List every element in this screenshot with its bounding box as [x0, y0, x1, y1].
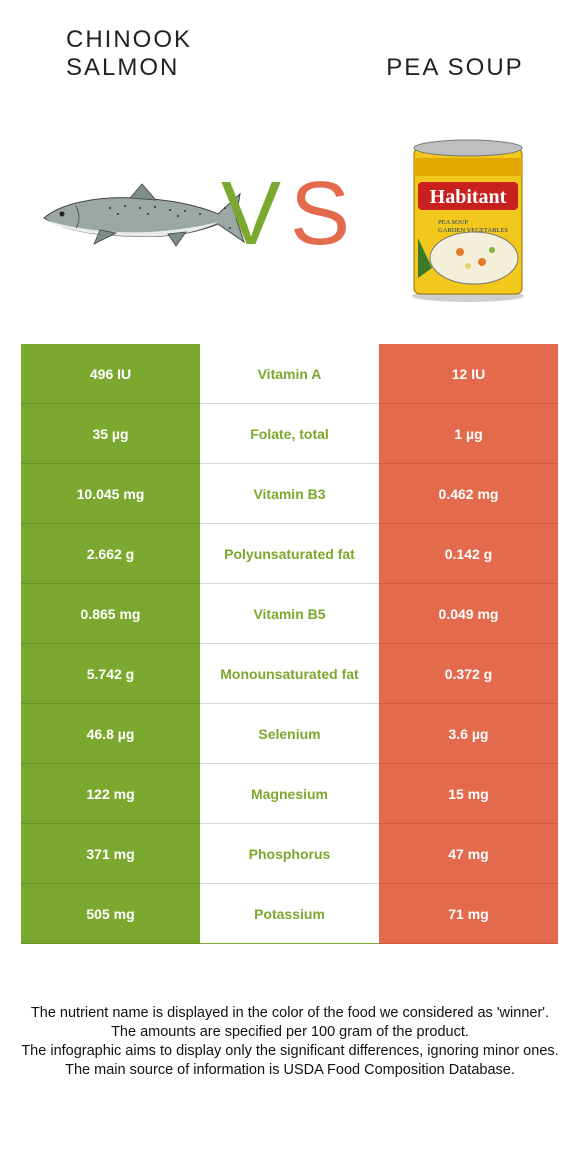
header: CHINOOK SALMON PEA SOUP V S Habitant PEA…	[0, 0, 580, 330]
left-value-cell: 371 mg	[21, 824, 200, 884]
nutrient-name-cell: Vitamin A	[200, 344, 379, 404]
nutrient-name-cell: Folate, total	[200, 404, 379, 464]
nutrient-name-cell: Vitamin B5	[200, 584, 379, 644]
nutrient-name-cell: Phosphorus	[200, 824, 379, 884]
footer-line-4: The main source of information is USDA F…	[65, 1062, 515, 1078]
nutrient-name-cell: Vitamin B3	[200, 464, 379, 524]
vs-v-letter: V	[221, 164, 282, 264]
right-value-cell: 71 mg	[379, 884, 558, 944]
table-row: 2.662 g Polyunsaturated fat 0.142 g	[21, 524, 558, 584]
left-value-cell: 2.662 g	[21, 524, 200, 584]
table-row: 122 mg Magnesium 15 mg	[21, 764, 558, 824]
left-value-cell: 122 mg	[21, 764, 200, 824]
left-value-cell: 10.045 mg	[21, 464, 200, 524]
table-row: 496 IU Vitamin A 12 IU	[21, 344, 558, 404]
nutrient-name-cell: Polyunsaturated fat	[200, 524, 379, 584]
nutrient-name-cell: Potassium	[200, 884, 379, 944]
right-value-cell: 0.142 g	[379, 524, 558, 584]
table-row: 46.8 µg Selenium 3.6 µg	[21, 704, 558, 764]
nutrient-name-cell: Monounsaturated fat	[200, 644, 379, 704]
right-value-cell: 0.462 mg	[379, 464, 558, 524]
left-value-cell: 505 mg	[21, 884, 200, 944]
footer-line-1: The nutrient name is displayed in the co…	[30, 1005, 550, 1021]
table-row: 505 mg Potassium 71 mg	[21, 884, 558, 944]
can-brand: Habitant	[430, 186, 507, 208]
footer-line-2: The amounts are specified per 100 gram o…	[111, 1024, 469, 1040]
right-food-title: PEA SOUP	[386, 54, 524, 81]
right-value-cell: 12 IU	[379, 344, 558, 404]
comparison-table: 496 IU Vitamin A 12 IU 35 µg Folate, total 1 …	[21, 344, 558, 944]
nutrient-name-cell: Selenium	[200, 704, 379, 764]
right-value-cell: 0.372 g	[379, 644, 558, 704]
left-value-cell: 0.865 mg	[21, 584, 200, 644]
left-value-cell: 5.742 g	[21, 644, 200, 704]
left-value-cell: 35 µg	[21, 404, 200, 464]
left-value-cell: 496 IU	[21, 344, 200, 404]
right-value-cell: 1 µg	[379, 404, 558, 464]
footer-notes: The nutrient name is displayed in the co…	[20, 1004, 560, 1080]
salmon-fish-image	[43, 183, 245, 247]
can-label-line1: PEA SOUP	[438, 219, 469, 226]
table-row: 0.865 mg Vitamin B5 0.049 mg	[21, 584, 558, 644]
footer-line-3: The infographic aims to display only the…	[21, 1043, 559, 1059]
right-value-cell: 0.049 mg	[379, 584, 558, 644]
left-value-cell: 46.8 µg	[21, 704, 200, 764]
soup-can-image: Habitant PEA SOUP GARDEN VEGETABLES	[412, 139, 524, 302]
nutrient-name-cell: Magnesium	[200, 764, 379, 824]
table-row: 35 µg Folate, total 1 µg	[21, 404, 558, 464]
table-row: 371 mg Phosphorus 47 mg	[21, 824, 558, 884]
table-row: 5.742 g Monounsaturated fat 0.372 g	[21, 644, 558, 704]
vs-s-letter: S	[290, 164, 351, 264]
right-value-cell: 3.6 µg	[379, 704, 558, 764]
right-value-cell: 47 mg	[379, 824, 558, 884]
right-value-cell: 15 mg	[379, 764, 558, 824]
table-row: 10.045 mg Vitamin B3 0.462 mg	[21, 464, 558, 524]
can-label-line2: GARDEN VEGETABLES	[438, 227, 508, 234]
left-food-title: CHINOOK SALMON	[66, 26, 193, 81]
